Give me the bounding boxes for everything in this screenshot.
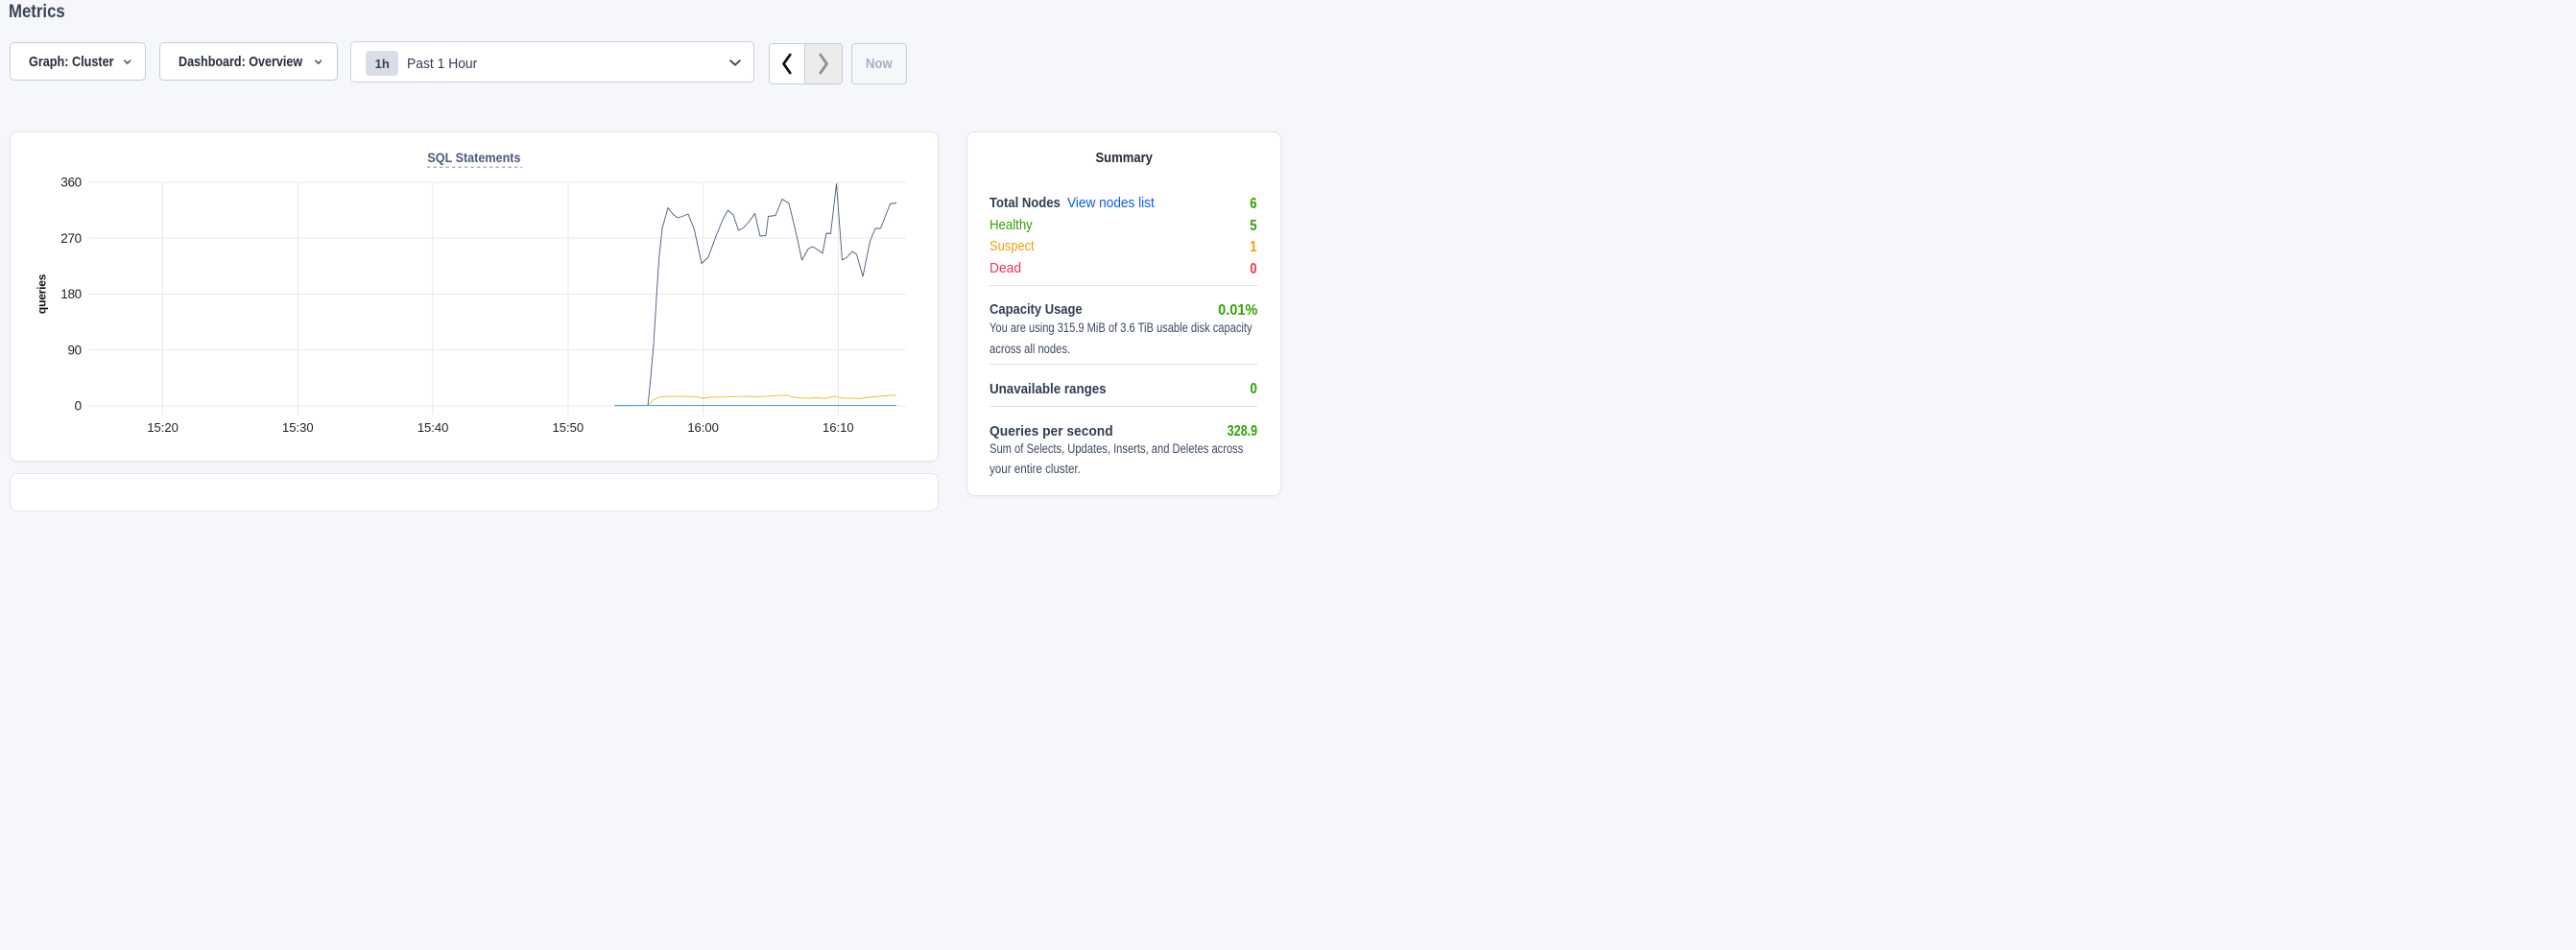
svg-text:15:20: 15:20 [147,419,179,434]
svg-text:270: 270 [60,230,82,245]
svg-text:16:00: 16:00 [687,419,719,434]
svg-text:16:10: 16:10 [823,419,854,434]
svg-text:15:50: 15:50 [552,419,584,434]
svg-text:90: 90 [67,343,81,357]
svg-text:360: 360 [60,175,82,189]
svg-text:0: 0 [74,398,81,413]
svg-text:queries: queries [35,273,48,314]
svg-text:15:30: 15:30 [282,419,314,434]
svg-text:15:40: 15:40 [417,419,448,434]
svg-text:180: 180 [60,287,82,301]
